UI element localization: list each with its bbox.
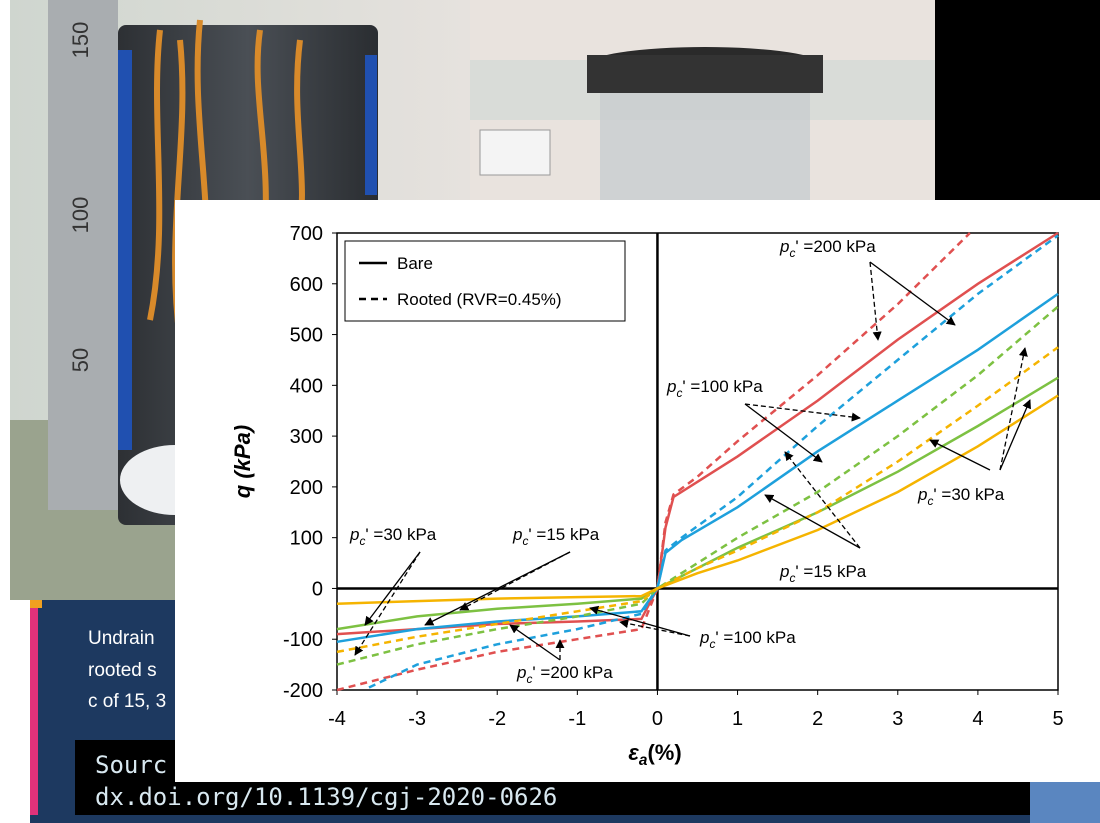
ruler-label: 100	[68, 197, 93, 234]
y-tick-label: 0	[312, 578, 323, 600]
x-tick-label: -4	[328, 708, 346, 730]
y-tick-label: 500	[290, 325, 323, 347]
rest: ' =15 kPa	[795, 562, 866, 581]
x-tick-label: -1	[568, 708, 586, 730]
x-axis-title: εa(%)	[628, 740, 681, 769]
photo-right	[470, 0, 1100, 205]
rest: ' =200 kPa	[795, 237, 876, 256]
x-tick-label: -3	[408, 708, 426, 730]
source-url: dx.doi.org/10.1139/cgj-2020-0626	[95, 783, 557, 811]
x-tick-label: 3	[892, 708, 903, 730]
caption: rooted s	[88, 660, 157, 681]
y-tick-label: 700	[290, 223, 323, 245]
page: {"slide": {"caption_fragments": ["Undrai…	[0, 0, 1100, 823]
rest: ' =200 kPa	[532, 663, 613, 682]
accent-mark	[30, 600, 42, 608]
symbol: p	[349, 525, 359, 544]
legend-label: Bare	[397, 254, 433, 273]
y-tick-label: 200	[290, 477, 323, 499]
symbol: p	[516, 663, 526, 682]
y-tick-label: 300	[290, 426, 323, 448]
caption: c of 15, 3	[88, 691, 166, 712]
caption: Undrain	[88, 628, 155, 649]
y-axis-title: q (kPa)	[230, 425, 255, 498]
y-tick-label: -200	[283, 680, 323, 702]
symbol: p	[779, 237, 789, 256]
x-tick-label: -2	[488, 708, 506, 730]
legend-box	[345, 241, 625, 321]
symbol: p	[917, 485, 927, 504]
y-tick-label: 100	[290, 528, 323, 550]
x-tick-label: 1	[732, 708, 743, 730]
y-tick-label: 400	[290, 375, 323, 397]
ruler-label: 50	[68, 348, 93, 372]
slide: Undrain rooted s c of 15, 3 Sourc dx.doi…	[0, 0, 1100, 823]
rest: ' =15 kPa	[528, 525, 599, 544]
symbol: p	[512, 525, 522, 544]
rest: ' =30 kPa	[933, 485, 1004, 504]
source-label: Sourc	[95, 751, 167, 779]
rest: ' =30 kPa	[365, 525, 436, 544]
x-tick-label: 5	[1052, 708, 1063, 730]
x-tick-label: 4	[972, 708, 983, 730]
y-tick-label: 600	[290, 274, 323, 296]
symbol: p	[699, 628, 709, 647]
y-tick-label: -100	[283, 629, 323, 651]
symbol: ε	[628, 740, 639, 765]
legend-label: Rooted (RVR=0.45%)	[397, 290, 562, 309]
accent-bar	[30, 605, 38, 815]
symbol: p	[779, 562, 789, 581]
rest: (%)	[647, 740, 681, 765]
x-tick-label: 0	[652, 708, 663, 730]
symbol: p	[666, 377, 676, 396]
rest: ' =100 kPa	[715, 628, 796, 647]
ruler-label: 150	[68, 22, 93, 59]
corner-block	[1030, 780, 1100, 823]
x-tick-label: 2	[812, 708, 823, 730]
rest: ' =100 kPa	[682, 377, 763, 396]
